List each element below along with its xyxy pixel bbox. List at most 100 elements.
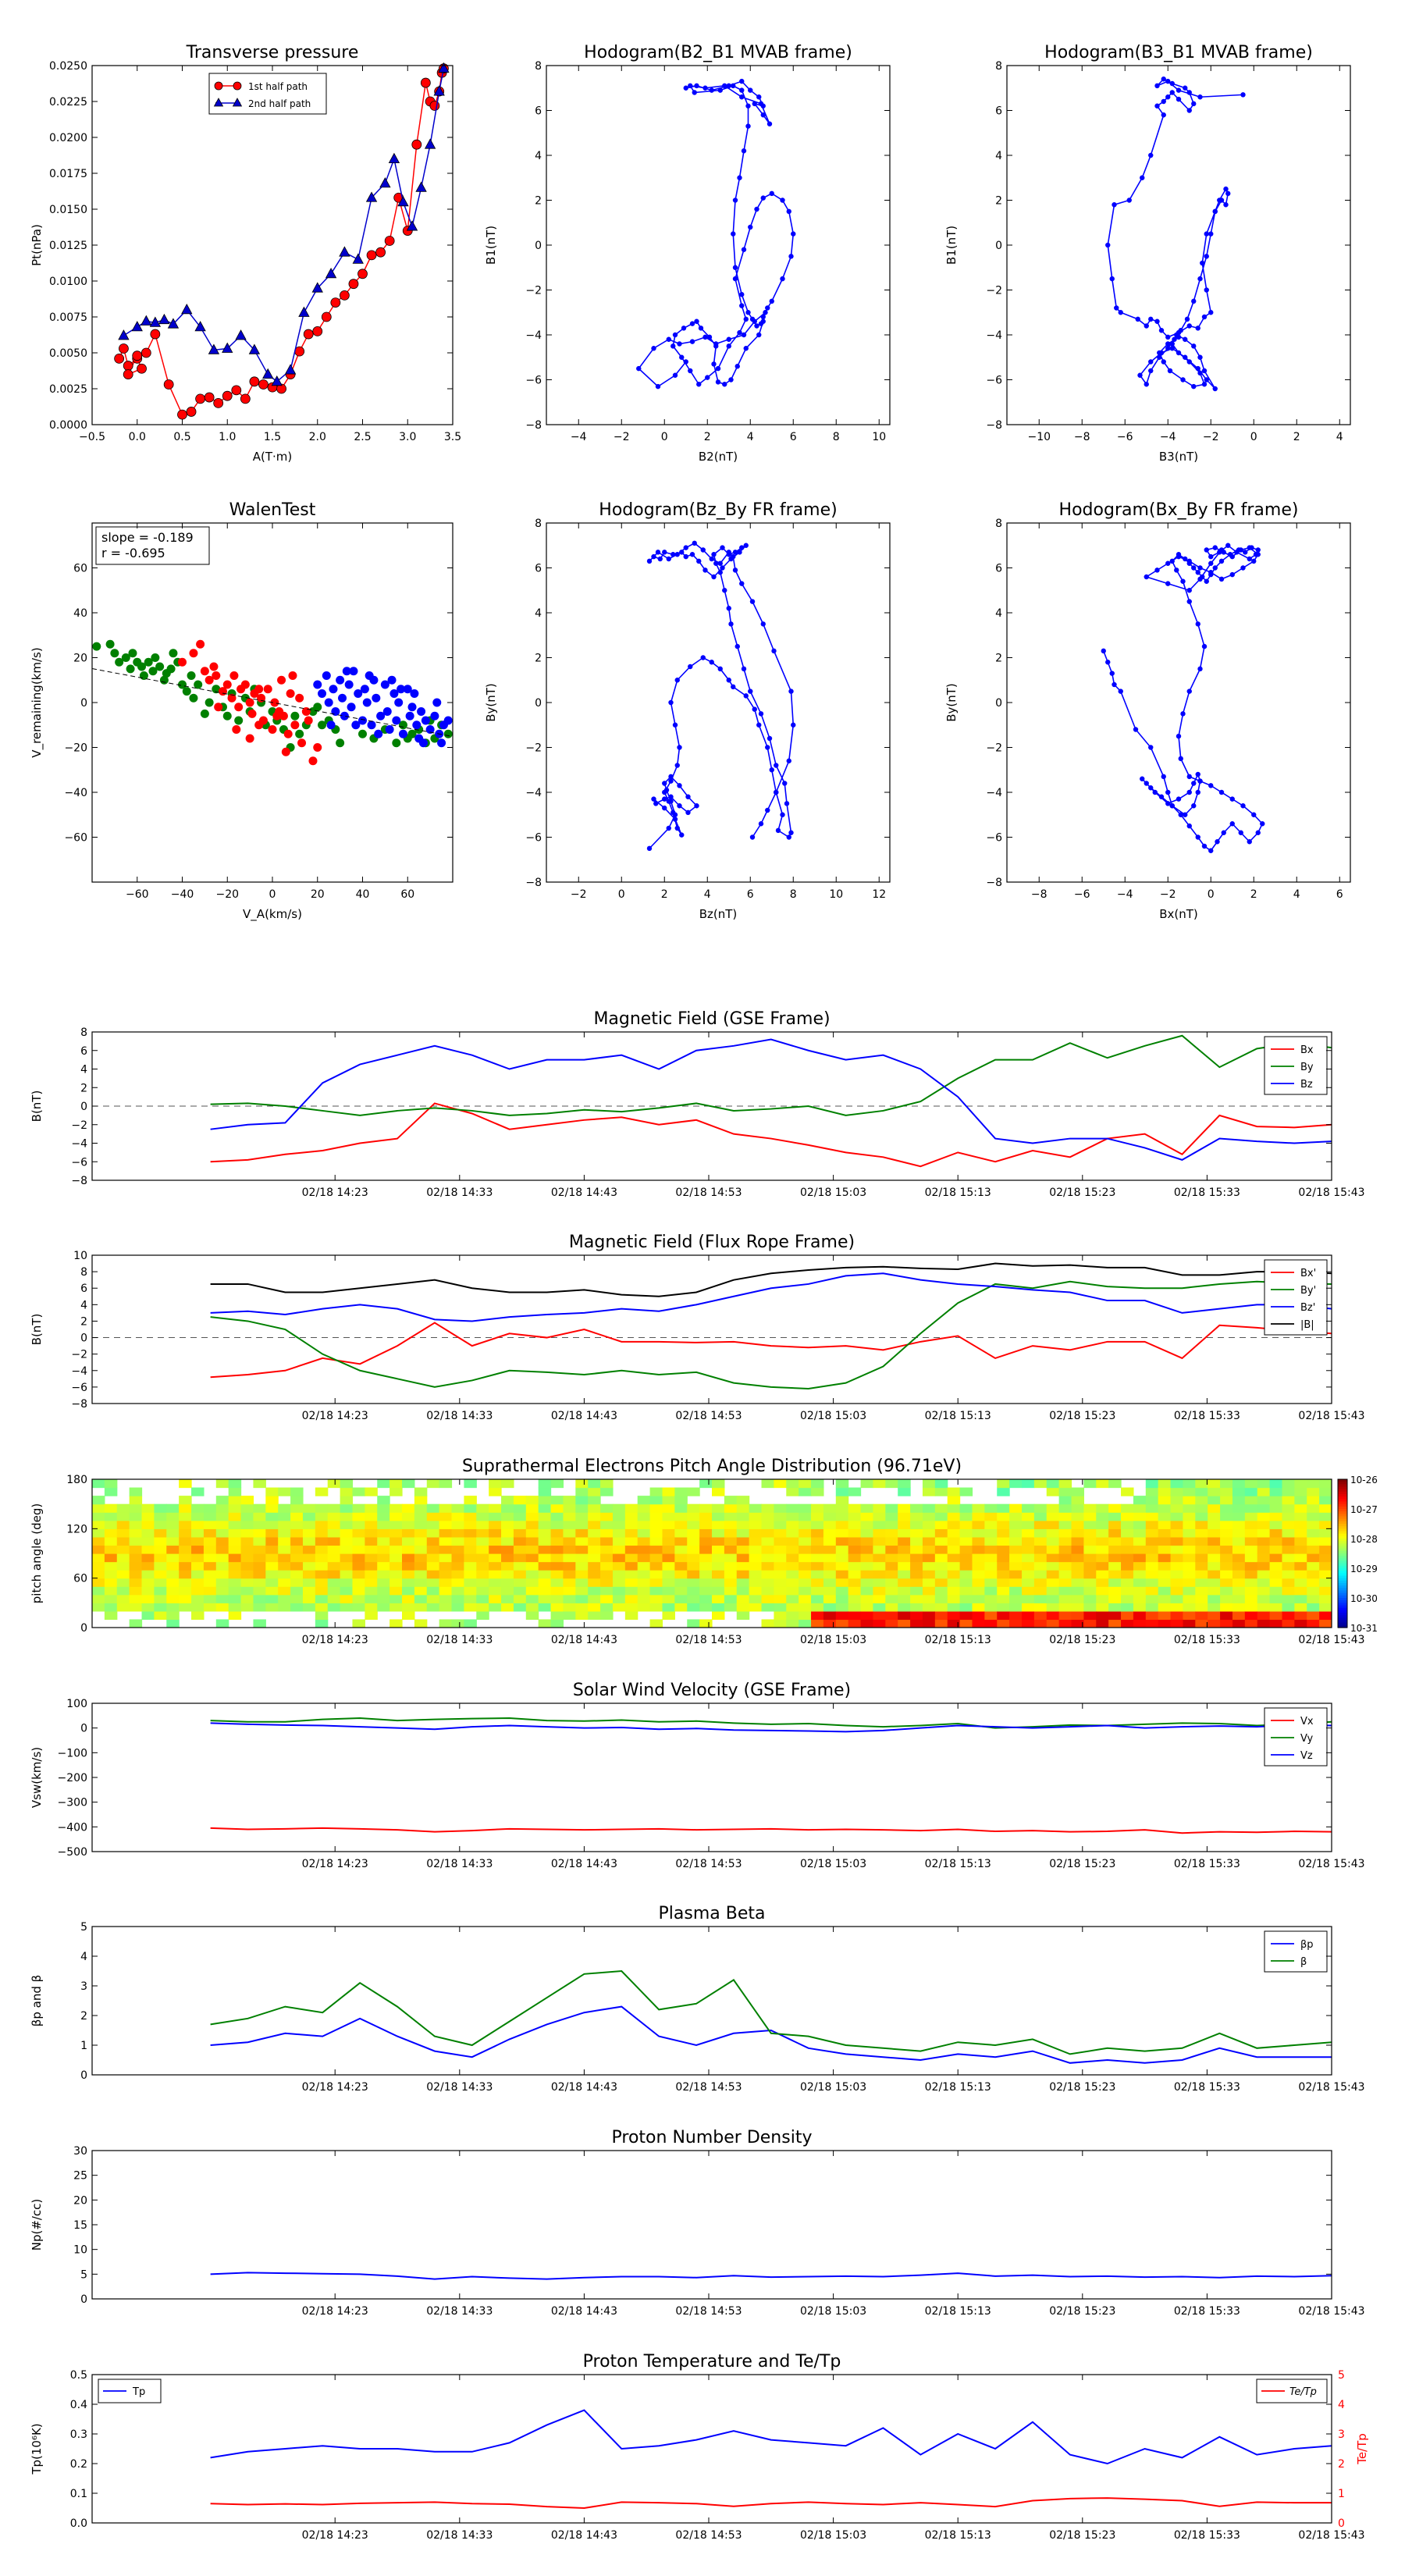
heatmap-cell xyxy=(997,1487,1010,1496)
heatmap-cell xyxy=(116,1528,130,1538)
heatmap-cell xyxy=(1232,1594,1246,1603)
heatmap-cell xyxy=(1319,1561,1332,1571)
heatmap-cell xyxy=(1269,1619,1283,1628)
x-tick-label: 02/18 15:03 xyxy=(800,1187,866,1199)
heatmap-cell xyxy=(947,1503,961,1513)
chart-title: WalenTest xyxy=(229,500,316,520)
heatmap-cell xyxy=(637,1578,651,1587)
hodogram-point xyxy=(666,799,671,804)
colorbar-cell xyxy=(1338,1496,1347,1500)
heatmap-cell xyxy=(389,1570,403,1579)
heatmap-cell xyxy=(451,1503,464,1513)
heatmap-cell xyxy=(712,1610,725,1621)
data-point xyxy=(128,649,137,658)
data-point xyxy=(365,671,374,680)
chart-title: Plasma Beta xyxy=(659,1904,766,1923)
hodogram-point xyxy=(1197,666,1203,672)
colorbar-cell xyxy=(1338,1524,1347,1527)
heatmap-cell xyxy=(92,1545,105,1554)
heatmap-cell xyxy=(365,1610,378,1621)
x-tick-label: 02/18 15:03 xyxy=(800,1634,866,1646)
heatmap-cell xyxy=(774,1520,787,1529)
hodogram-point xyxy=(696,382,702,387)
data-point-circle xyxy=(137,363,147,374)
heatmap-cell xyxy=(1282,1594,1295,1603)
heatmap-cell xyxy=(352,1512,365,1521)
heatmap-cell xyxy=(104,1520,118,1529)
hodogram-point xyxy=(1165,789,1171,795)
heatmap-cell xyxy=(600,1570,614,1579)
plot-area xyxy=(92,1927,1332,2075)
hodogram-point xyxy=(1217,197,1222,203)
y-tick-label: −4 xyxy=(986,787,1002,799)
heatmap-cell xyxy=(1046,1594,1060,1603)
legend-label: 1st half path xyxy=(248,81,308,92)
heatmap-cell xyxy=(1307,1503,1320,1513)
heatmap-cell xyxy=(1058,1545,1072,1554)
heatmap-cell xyxy=(947,1520,961,1529)
heatmap-cell xyxy=(934,1570,948,1579)
heatmap-cell xyxy=(1257,1561,1271,1571)
heatmap-cell xyxy=(823,1553,837,1563)
heatmap-cell xyxy=(1071,1586,1084,1596)
legend-label: |B| xyxy=(1300,1319,1314,1331)
heatmap-cell xyxy=(489,1536,502,1546)
heatmap-cell xyxy=(525,1578,539,1587)
heatmap-cell xyxy=(984,1545,998,1554)
plot-frame xyxy=(91,1926,1332,2076)
hodogram-point xyxy=(758,101,764,107)
heatmap-cell xyxy=(278,1586,291,1596)
heatmap-cell xyxy=(1033,1528,1048,1538)
heatmap-cell xyxy=(402,1512,415,1521)
heatmap-cell xyxy=(451,1512,464,1521)
heatmap-cell xyxy=(959,1536,973,1546)
heatmap-cell xyxy=(525,1503,539,1513)
heatmap-cell xyxy=(1307,1586,1320,1596)
heatmap-cell xyxy=(934,1561,948,1571)
heatmap-cell xyxy=(1307,1594,1320,1603)
colorbar-cell xyxy=(1338,1565,1347,1569)
x-tick-label: 4 xyxy=(1336,431,1343,443)
heatmap-cell xyxy=(265,1578,279,1587)
colorbar-cell xyxy=(1338,1563,1347,1567)
heatmap-cell xyxy=(1319,1479,1332,1489)
hodogram-point xyxy=(666,825,671,831)
chart-title: Hodogram(B3_B1 MVAB frame) xyxy=(1044,43,1313,62)
heatmap-cell xyxy=(835,1594,849,1603)
heatmap-cell xyxy=(1071,1520,1084,1529)
heatmap-cell xyxy=(414,1487,428,1496)
heatmap-cell xyxy=(265,1553,279,1563)
data-point xyxy=(432,698,442,707)
hodogram-point xyxy=(646,558,653,564)
hodogram-point xyxy=(1191,565,1197,571)
heatmap-cell xyxy=(290,1496,304,1505)
heatmap-cell xyxy=(550,1536,564,1546)
heatmap-cell xyxy=(179,1528,192,1538)
data-point xyxy=(443,716,453,725)
heatmap-cell xyxy=(290,1570,304,1579)
heatmap-cell xyxy=(563,1536,576,1546)
heatmap-cell xyxy=(774,1479,787,1489)
heatmap-cell xyxy=(215,1536,229,1546)
heatmap-cell xyxy=(1195,1603,1208,1612)
heatmap-cell xyxy=(575,1512,589,1521)
heatmap-cell xyxy=(799,1553,812,1563)
hodogram-point xyxy=(1247,839,1252,845)
colorbar-cell xyxy=(1338,1494,1347,1497)
heatmap-cell xyxy=(873,1603,886,1612)
heatmap-cell xyxy=(786,1536,799,1546)
heatmap-cell xyxy=(736,1553,750,1563)
hodogram-point xyxy=(674,825,680,831)
hodogram-point xyxy=(717,560,723,566)
heatmap-cell xyxy=(525,1545,539,1554)
heatmap-cell xyxy=(687,1520,700,1529)
hodogram-point xyxy=(1229,553,1235,560)
x-tick-label: 02/18 14:43 xyxy=(551,1634,617,1646)
y-tick-label: 25 xyxy=(73,2170,87,2183)
y-tick-label: −400 xyxy=(58,1821,87,1834)
heatmap-cell xyxy=(1033,1479,1048,1489)
hodogram-point xyxy=(743,316,749,322)
y-tick-label: 10 xyxy=(73,2244,87,2257)
heatmap-cell xyxy=(464,1570,477,1579)
